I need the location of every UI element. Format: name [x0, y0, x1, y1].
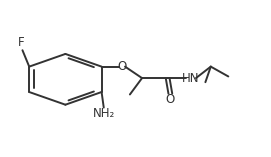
Text: NH₂: NH₂	[93, 107, 115, 120]
Text: HN: HN	[182, 72, 199, 85]
Text: O: O	[166, 93, 175, 106]
Text: F: F	[18, 36, 24, 49]
Text: O: O	[117, 60, 127, 73]
